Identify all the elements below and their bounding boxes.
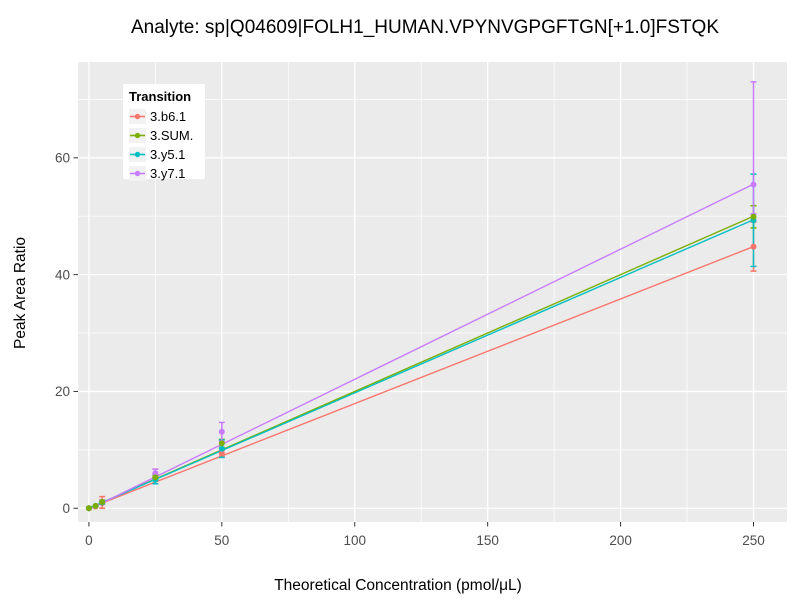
legend-key-icon <box>129 128 146 143</box>
legend-item-label: 3.b6.1 <box>150 109 187 124</box>
data-point-3.y7.1 <box>218 428 225 435</box>
y-tick-label: 40 <box>55 267 70 282</box>
fit-line-3.b6.1 <box>88 245 754 509</box>
fit-line-3.y5.1 <box>88 219 754 509</box>
x-axis-label: Theoretical Concentration (pmol/μL) <box>274 577 522 594</box>
chart-title: Analyte: sp|Q04609|FOLH1_HUMAN.VPYNVGPGF… <box>131 17 719 38</box>
data-point-3.SUM. <box>99 498 106 505</box>
data-point-3.SUM. <box>218 440 225 447</box>
data-point-3.SUM. <box>750 213 757 220</box>
y-tick-label: 60 <box>55 151 70 166</box>
legend-item-3.y5.1: 3.y5.1 <box>129 145 205 164</box>
legend: Transition 3.b6.1 3.SUM. 3.y5.1 3.y7.1 <box>123 84 205 181</box>
legend-key-icon <box>129 147 146 162</box>
x-tick-label: 250 <box>742 533 765 548</box>
x-tick-label: 200 <box>609 533 632 548</box>
data-point-3.y7.1 <box>750 181 757 188</box>
legend-item-3.SUM.: 3.SUM. <box>129 126 205 145</box>
legend-item-label: 3.y5.1 <box>150 147 186 162</box>
data-point-3.SUM. <box>152 474 159 481</box>
legend-title: Transition <box>129 89 192 104</box>
data-point-3.b6.1 <box>218 450 225 457</box>
legend-key-icon <box>129 166 146 181</box>
x-tick-label: 100 <box>343 533 366 548</box>
legend-item-3.y7.1: 3.y7.1 <box>129 164 205 183</box>
data-point-3.SUM. <box>92 502 99 509</box>
x-tick-label: 0 <box>85 533 93 548</box>
fit-line-3.y7.1 <box>88 183 754 511</box>
x-tick-label: 150 <box>476 533 499 548</box>
legend-item-label: 3.SUM. <box>150 128 194 143</box>
legend-item-3.b6.1: 3.b6.1 <box>129 107 205 126</box>
y-axis-label: Peak Area Ratio <box>12 236 29 350</box>
data-point-3.SUM. <box>85 505 92 512</box>
data-point-3.y5.1 <box>218 445 225 452</box>
legend-items: 3.b6.1 3.SUM. 3.y5.1 3.y7.1 <box>129 107 205 183</box>
x-tick-label: 50 <box>214 533 229 548</box>
y-tick-label: 20 <box>55 384 70 399</box>
legend-key-icon <box>129 109 146 124</box>
data-point-3.b6.1 <box>750 243 757 250</box>
legend-item-label: 3.y7.1 <box>150 166 186 181</box>
y-tick-label: 0 <box>62 501 70 516</box>
